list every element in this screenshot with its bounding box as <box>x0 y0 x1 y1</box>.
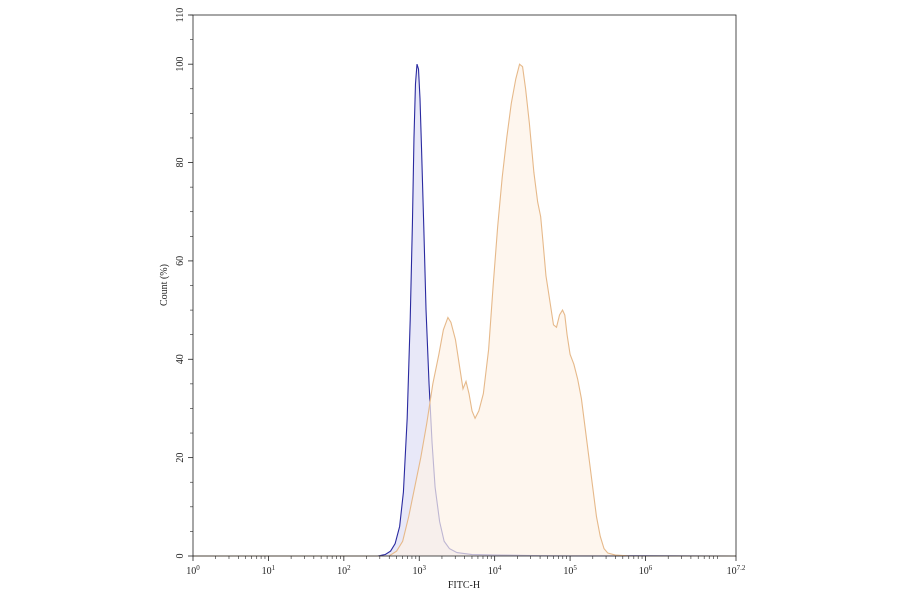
series-2-line <box>193 63 736 557</box>
x-tick-label: 107.2 <box>727 564 746 577</box>
series-layer <box>193 63 737 557</box>
y-tick-label: 60 <box>175 256 186 266</box>
x-tick-label: 100 <box>186 564 200 577</box>
y-tick-label: 40 <box>175 354 186 364</box>
x-tick-label: 105 <box>563 564 577 577</box>
y-tick-label: 80 <box>175 158 186 168</box>
x-axis: 100 101 102 103 104 105 106 107.2 <box>186 556 746 577</box>
x-tick-label: 102 <box>337 564 351 577</box>
y-tick-label: 20 <box>175 453 186 463</box>
x-tick-label: 104 <box>488 564 502 577</box>
x-tick-label: 103 <box>413 564 427 577</box>
y-axis-title: Count (%) <box>159 264 170 306</box>
y-tick-label: 100 <box>175 57 186 72</box>
x-axis-title: FITC-H <box>448 580 480 591</box>
series-2-area <box>193 64 736 557</box>
y-tick-label: 0 <box>175 554 186 559</box>
y-axis: 0 20 40 60 80 100 110 <box>175 8 193 559</box>
y-tick-label: 110 <box>175 8 186 23</box>
x-tick-label: 106 <box>639 564 653 577</box>
x-tick-label: 101 <box>262 564 276 577</box>
